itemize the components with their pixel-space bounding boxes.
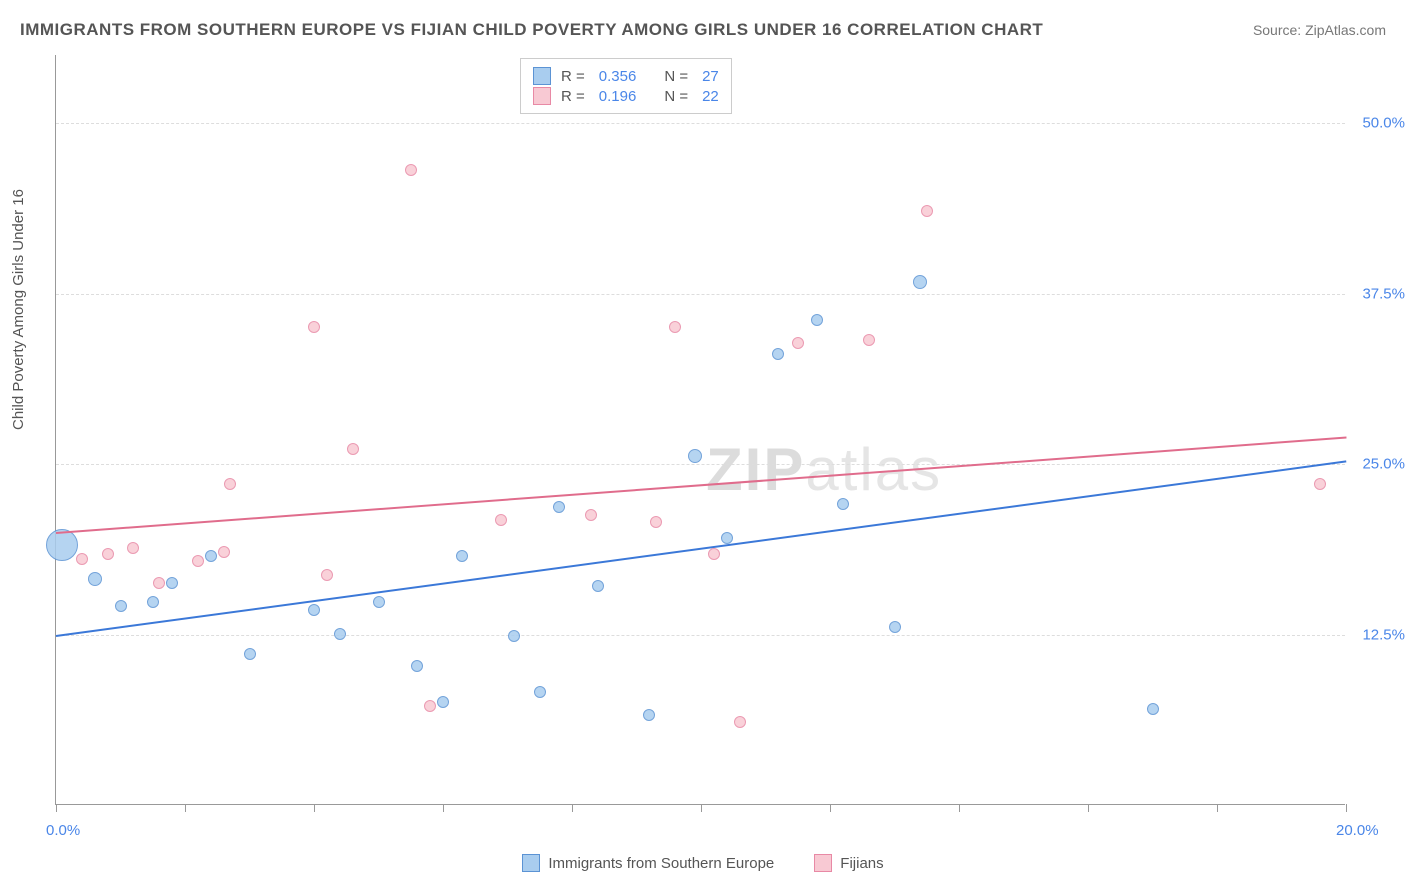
data-point <box>411 660 423 672</box>
x-tick <box>314 804 315 812</box>
series-legend-item: Immigrants from Southern Europe <box>522 854 774 872</box>
data-point <box>734 716 746 728</box>
legend-n-value: 27 <box>702 68 719 85</box>
x-tick <box>1346 804 1347 812</box>
data-point <box>688 449 702 463</box>
y-tick-label: 50.0% <box>1362 115 1405 132</box>
legend-r-value: 0.196 <box>599 88 637 105</box>
data-point <box>508 630 520 642</box>
x-tick <box>572 804 573 812</box>
data-point <box>347 443 359 455</box>
data-point <box>650 516 662 528</box>
series-name: Immigrants from Southern Europe <box>548 855 774 872</box>
x-tick <box>56 804 57 812</box>
legend-swatch <box>533 67 551 85</box>
source-credit: Source: ZipAtlas.com <box>1253 22 1386 38</box>
y-tick-label: 25.0% <box>1362 456 1405 473</box>
data-point <box>424 700 436 712</box>
data-point <box>913 275 927 289</box>
stats-legend: R = 0.356 N = 27 R = 0.196 N = 22 <box>520 58 732 114</box>
legend-n-value: 22 <box>702 88 719 105</box>
x-tick <box>959 804 960 812</box>
data-point <box>921 205 933 217</box>
data-point <box>127 542 139 554</box>
data-point <box>456 550 468 562</box>
data-point <box>166 577 178 589</box>
x-tick-label: 20.0% <box>1336 822 1379 839</box>
data-point <box>708 548 720 560</box>
data-point <box>405 164 417 176</box>
data-point <box>643 709 655 721</box>
data-point <box>373 596 385 608</box>
legend-row: R = 0.356 N = 27 <box>533 67 719 85</box>
y-tick-label: 37.5% <box>1362 285 1405 302</box>
data-point <box>811 314 823 326</box>
data-point <box>224 478 236 490</box>
x-tick <box>1088 804 1089 812</box>
data-point <box>244 648 256 660</box>
legend-r-label: R = <box>561 68 585 85</box>
series-name: Fijians <box>840 855 883 872</box>
x-tick <box>830 804 831 812</box>
scatter-chart: ZIPatlas 12.5%25.0%37.5%50.0%0.0%20.0% <box>55 55 1345 805</box>
data-point <box>772 348 784 360</box>
gridline <box>56 464 1345 465</box>
legend-row: R = 0.196 N = 22 <box>533 87 719 105</box>
series-legend: Immigrants from Southern Europe Fijians <box>0 854 1406 872</box>
data-point <box>437 696 449 708</box>
chart-title: IMMIGRANTS FROM SOUTHERN EUROPE VS FIJIA… <box>20 20 1043 40</box>
data-point <box>1314 478 1326 490</box>
data-point <box>495 514 507 526</box>
data-point <box>669 321 681 333</box>
legend-swatch <box>533 87 551 105</box>
data-point <box>837 498 849 510</box>
y-tick-label: 12.5% <box>1362 626 1405 643</box>
data-point <box>46 529 78 561</box>
data-point <box>147 596 159 608</box>
trend-line <box>56 460 1346 637</box>
y-axis-title: Child Poverty Among Girls Under 16 <box>10 189 27 430</box>
legend-n-label: N = <box>664 68 688 85</box>
series-legend-item: Fijians <box>814 854 883 872</box>
legend-r-label: R = <box>561 88 585 105</box>
data-point <box>153 577 165 589</box>
data-point <box>792 337 804 349</box>
data-point <box>1147 703 1159 715</box>
x-tick <box>1217 804 1218 812</box>
x-tick <box>701 804 702 812</box>
legend-n-label: N = <box>664 88 688 105</box>
x-tick <box>185 804 186 812</box>
data-point <box>115 600 127 612</box>
data-point <box>102 548 114 560</box>
gridline <box>56 123 1345 124</box>
data-point <box>192 555 204 567</box>
data-point <box>553 501 565 513</box>
data-point <box>218 546 230 558</box>
gridline <box>56 635 1345 636</box>
data-point <box>308 604 320 616</box>
data-point <box>205 550 217 562</box>
x-tick-label: 0.0% <box>46 822 80 839</box>
data-point <box>308 321 320 333</box>
data-point <box>334 628 346 640</box>
data-point <box>76 553 88 565</box>
data-point <box>863 334 875 346</box>
legend-swatch <box>522 854 540 872</box>
gridline <box>56 294 1345 295</box>
x-tick <box>443 804 444 812</box>
data-point <box>321 569 333 581</box>
data-point <box>88 572 102 586</box>
data-point <box>721 532 733 544</box>
data-point <box>585 509 597 521</box>
data-point <box>592 580 604 592</box>
data-point <box>534 686 546 698</box>
data-point <box>889 621 901 633</box>
legend-r-value: 0.356 <box>599 68 637 85</box>
legend-swatch <box>814 854 832 872</box>
